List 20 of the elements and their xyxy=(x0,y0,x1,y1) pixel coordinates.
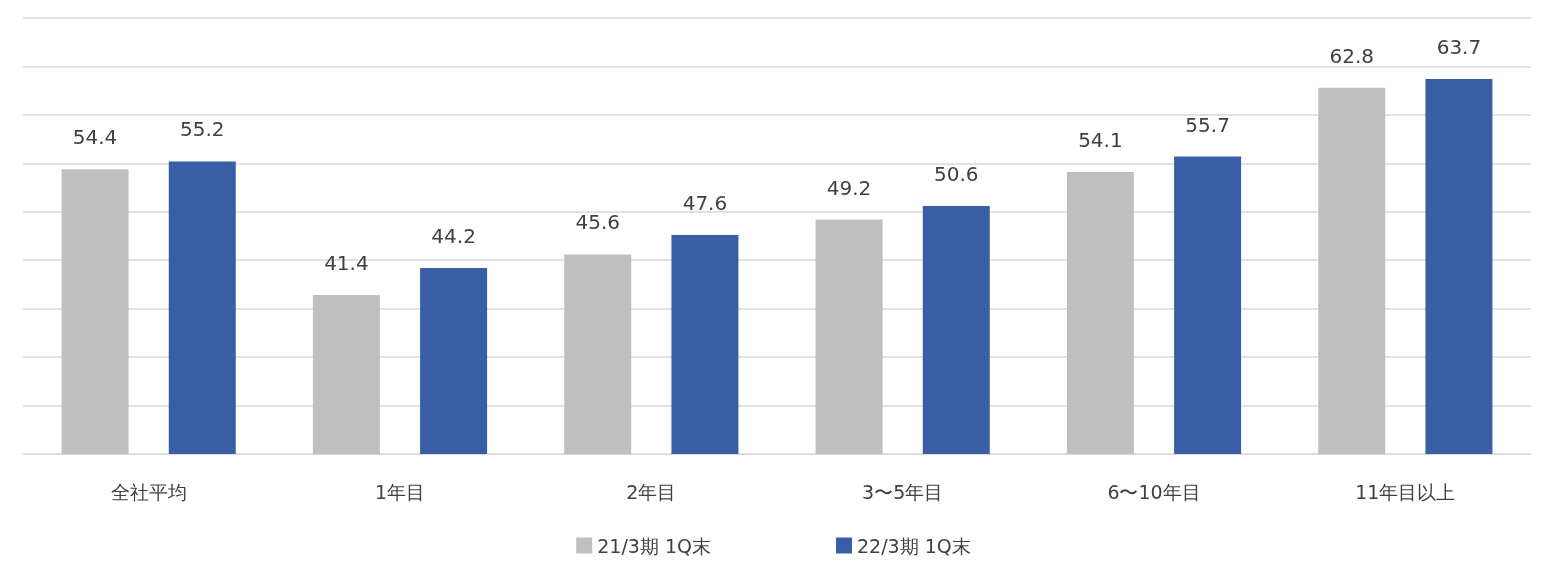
data-label: 63.7 xyxy=(1436,35,1482,60)
x-tick-label: 1年目 xyxy=(374,480,426,503)
x-tick-label: 11年目以上 xyxy=(1355,480,1456,503)
data-label: 54.1 xyxy=(1078,128,1123,153)
x-tick-label: 6〜10年目 xyxy=(1107,480,1201,503)
data-label: 50.6 xyxy=(934,161,979,186)
data-label: 55.7 xyxy=(1185,112,1230,137)
legend-label: 21/3期 1Q末 xyxy=(597,534,711,557)
data-label: 55.2 xyxy=(180,117,225,142)
data-label: 45.6 xyxy=(575,210,620,235)
data-label: 54.4 xyxy=(72,125,118,150)
x-tick-label: 2年目 xyxy=(626,480,677,503)
data-label: 44.2 xyxy=(431,223,476,248)
data-label: 47.6 xyxy=(682,191,728,216)
data-label: 49.2 xyxy=(826,175,872,200)
x-tick-label: 3〜5年目 xyxy=(862,480,944,503)
legend-label: 22/3期 1Q末 xyxy=(857,534,971,557)
x-tick-label: 全社平均 xyxy=(110,480,187,503)
data-label: 41.4 xyxy=(324,251,369,276)
data-label: 62.8 xyxy=(1329,43,1374,68)
